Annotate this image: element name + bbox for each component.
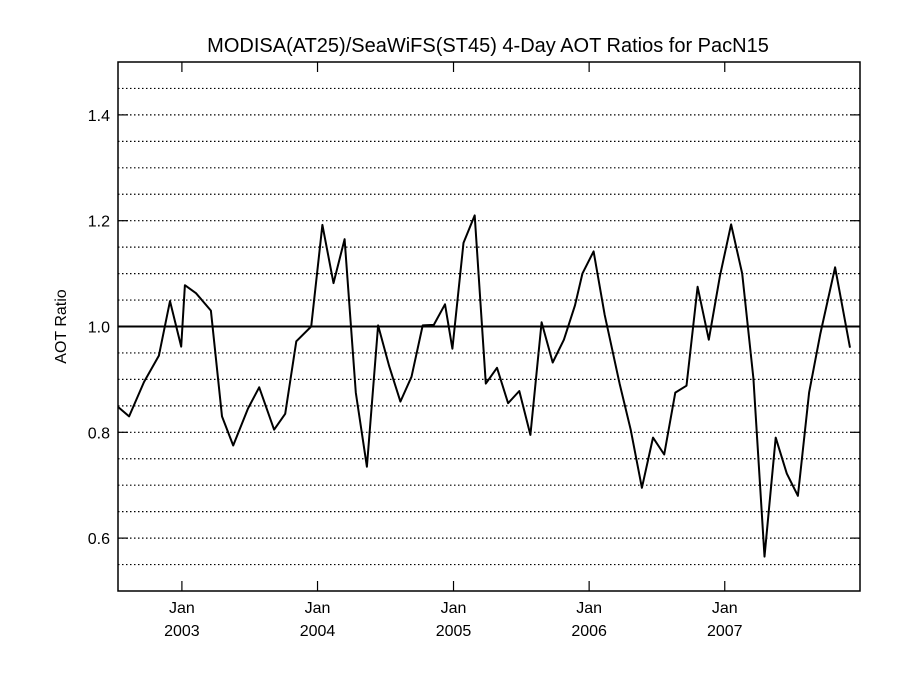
x-tick-label-year: 2004 — [300, 623, 336, 640]
x-tick-label-year: 2007 — [707, 623, 743, 640]
y-tick-label: 0.6 — [88, 531, 110, 548]
x-tick-label-month: Jan — [305, 600, 331, 617]
series-line — [117, 214, 851, 558]
y-tick-label: 1.4 — [88, 108, 110, 125]
y-tick-label: 1.2 — [88, 214, 110, 231]
y-axis-label: AOT Ratio — [53, 289, 70, 364]
y-tick-label: 0.8 — [88, 425, 110, 442]
x-tick-label-month: Jan — [441, 600, 467, 617]
chart-title: MODISA(AT25)/SeaWiFS(ST45) 4-Day AOT Rat… — [207, 35, 769, 57]
x-tick-label-month: Jan — [712, 600, 738, 617]
axis-ticks: 0.6 0.8 1.0 1.2 1.4 Jan 2003 Jan 2004 Jan 2005 Jan 2… — [88, 62, 860, 640]
x-tick-label-month: Jan — [169, 600, 195, 617]
x-tick-label-year: 2005 — [436, 623, 472, 640]
x-tick-label-year: 2006 — [571, 623, 607, 640]
y-tick-label: 1.0 — [88, 320, 110, 337]
x-tick-label-year: 2003 — [164, 623, 200, 640]
x-tick-label-month: Jan — [576, 600, 602, 617]
